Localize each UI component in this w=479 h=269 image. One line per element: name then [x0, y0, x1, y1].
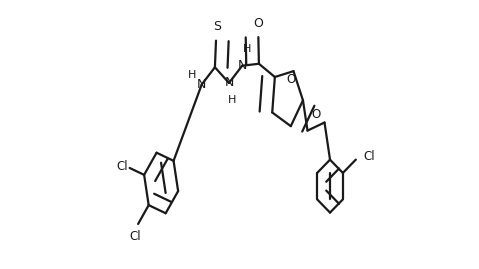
Text: H: H	[228, 95, 237, 105]
Text: Cl: Cl	[364, 150, 375, 163]
Text: Cl: Cl	[116, 160, 128, 172]
Text: O: O	[253, 17, 263, 30]
Text: N: N	[224, 76, 234, 90]
Text: H: H	[188, 70, 196, 80]
Text: N: N	[197, 78, 206, 91]
Text: O: O	[287, 73, 296, 86]
Text: Cl: Cl	[129, 230, 141, 243]
Text: H: H	[242, 44, 251, 54]
Text: S: S	[213, 20, 221, 33]
Text: N: N	[238, 59, 247, 72]
Text: O: O	[311, 108, 320, 121]
